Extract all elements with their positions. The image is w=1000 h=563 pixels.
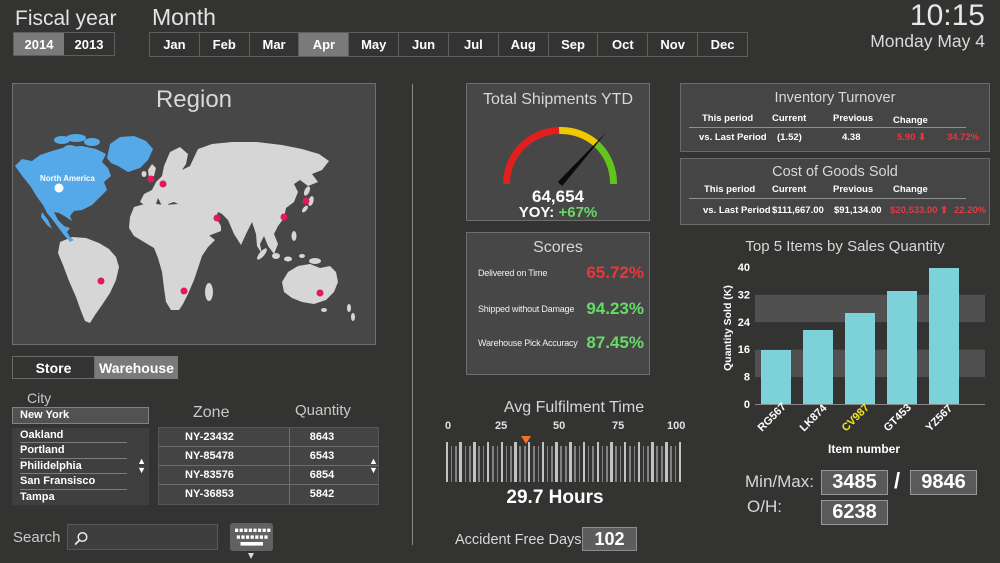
svg-text:CV987: CV987 (840, 402, 872, 434)
svg-text:8: 8 (744, 372, 750, 384)
svg-text:LK874: LK874 (798, 402, 830, 434)
svg-text:YZ567: YZ567 (924, 403, 955, 434)
svg-text:40: 40 (738, 262, 750, 274)
svg-text:North America: North America (40, 174, 95, 183)
svg-text:Item number: Item number (828, 442, 900, 456)
svg-text:16: 16 (738, 344, 750, 356)
svg-text:Quantity Sold (K): Quantity Sold (K) (722, 285, 734, 371)
svg-text:0: 0 (744, 399, 750, 411)
svg-text:24: 24 (738, 317, 751, 329)
svg-text:RG567: RG567 (756, 401, 789, 434)
svg-text:32: 32 (738, 289, 750, 301)
svg-text:GT453: GT453 (882, 402, 914, 434)
